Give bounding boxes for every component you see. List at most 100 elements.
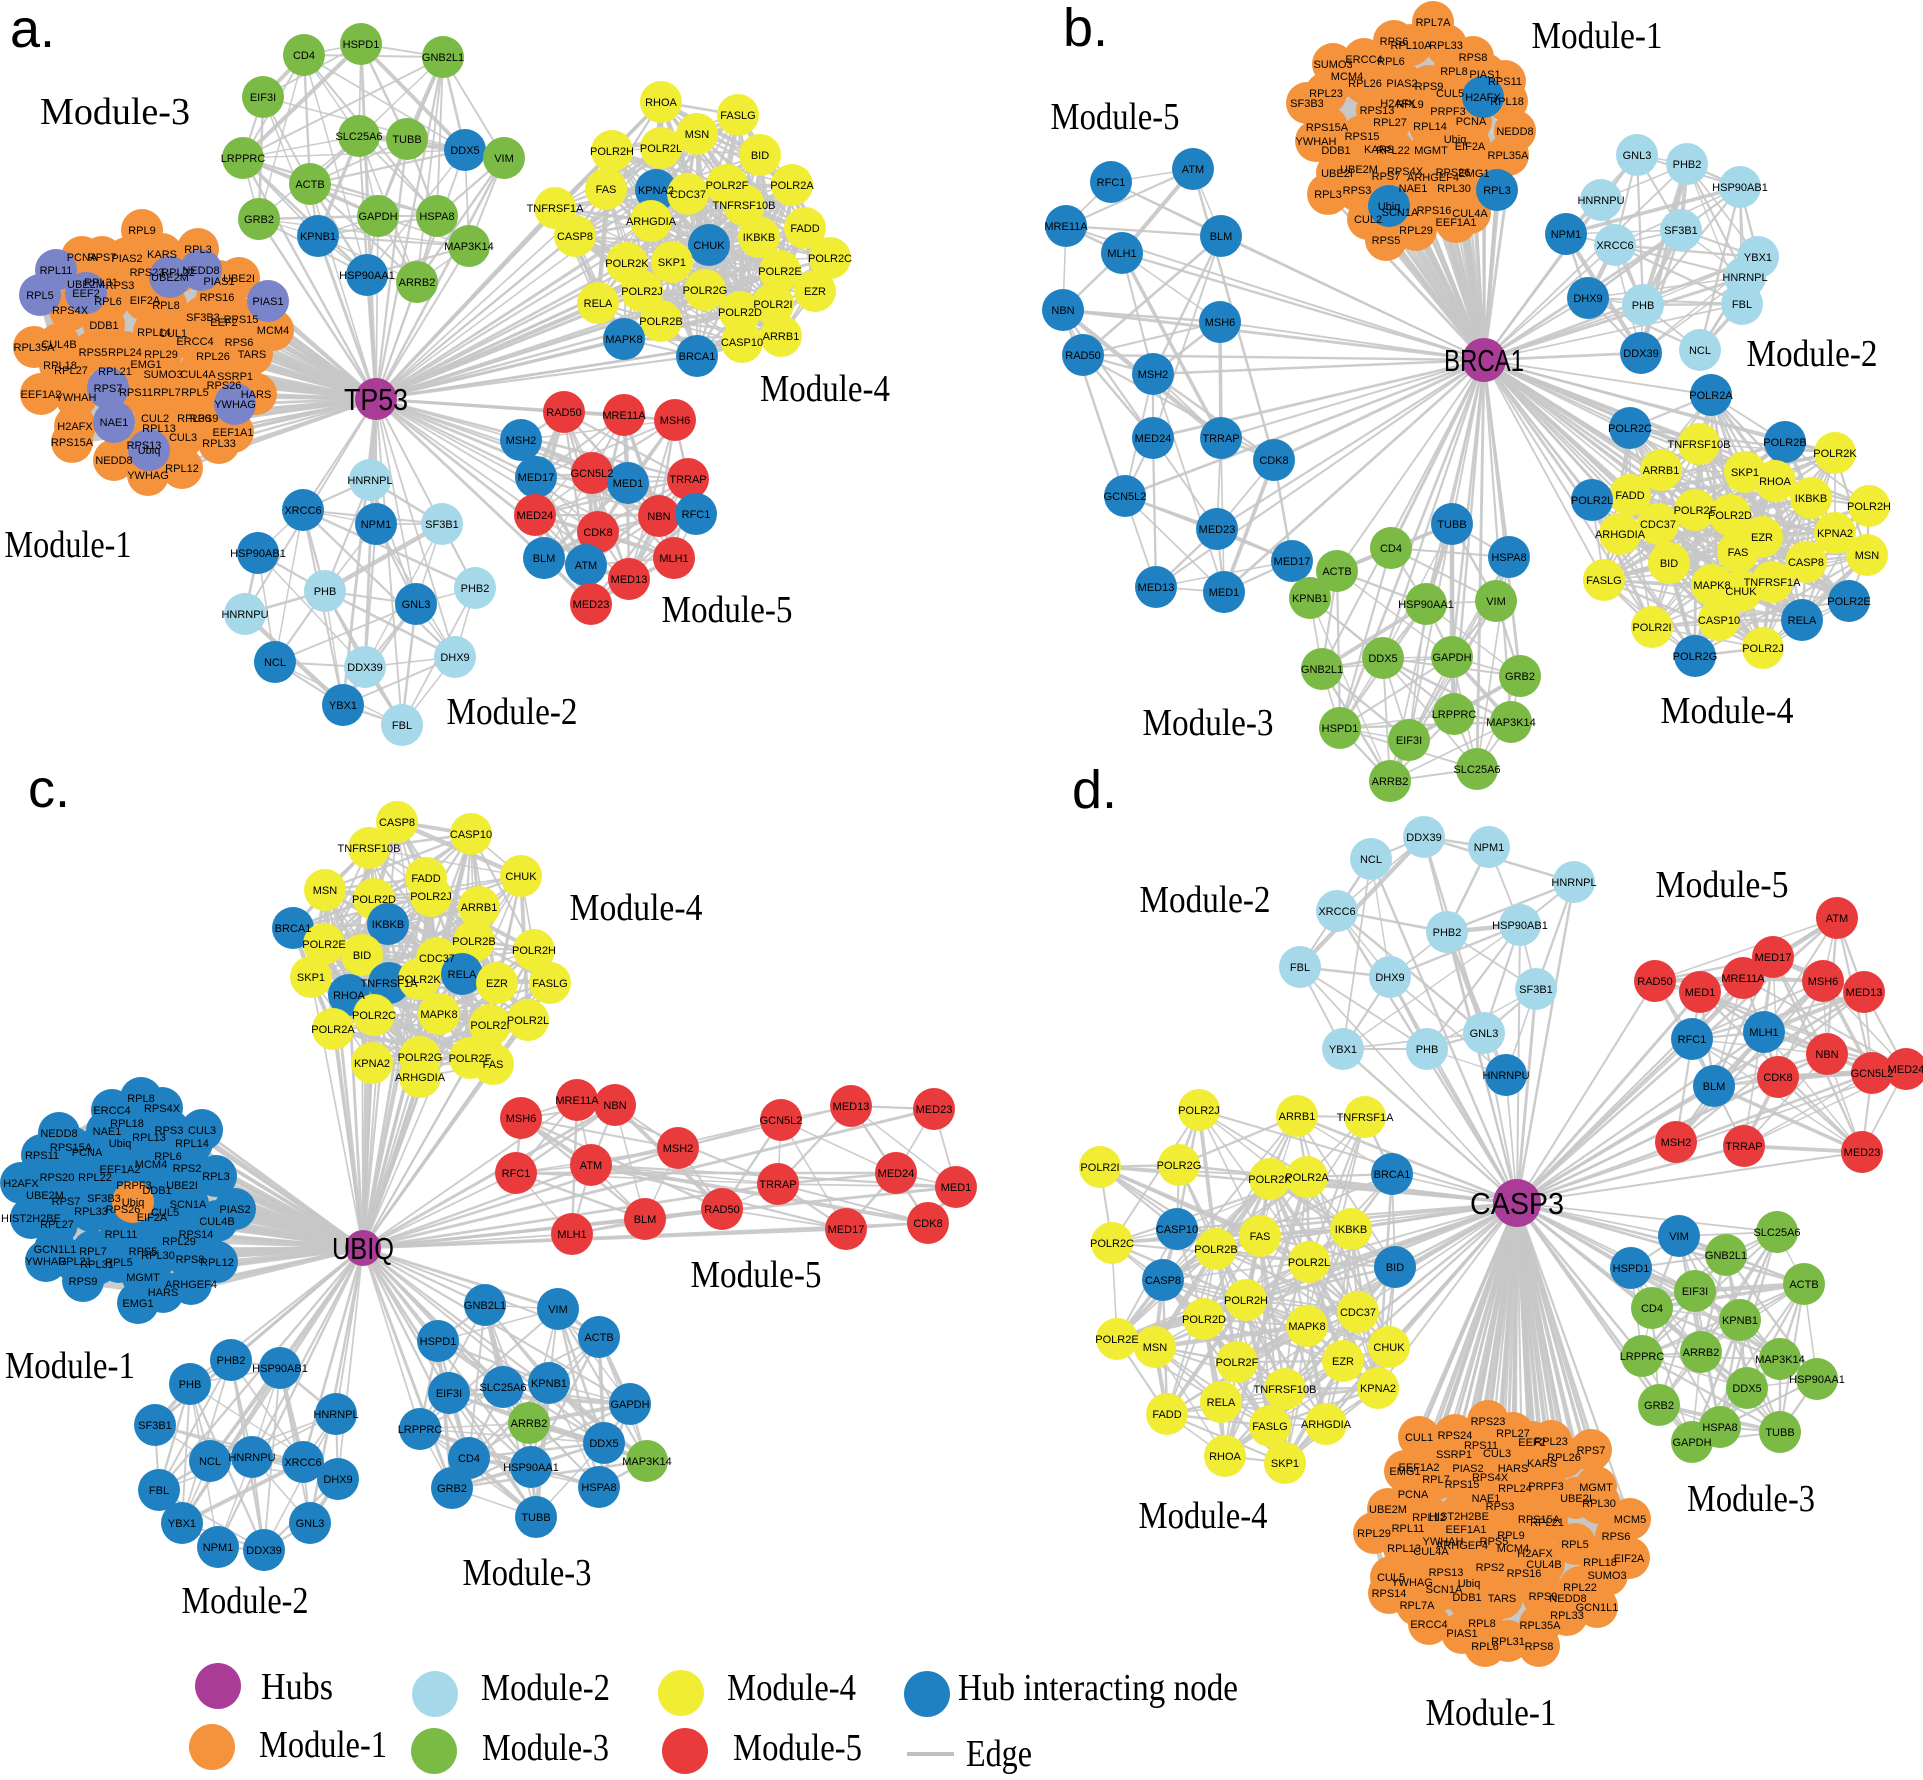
svg-text:RPL5: RPL5 <box>181 387 209 399</box>
svg-text:CASP10: CASP10 <box>1698 615 1740 627</box>
svg-text:PHB2: PHB2 <box>217 1355 246 1367</box>
svg-text:ARRB1: ARRB1 <box>461 902 498 914</box>
svg-text:PCNA: PCNA <box>1456 116 1487 128</box>
svg-text:MED24: MED24 <box>1888 1064 1923 1076</box>
svg-text:NPM1: NPM1 <box>203 1542 234 1554</box>
svg-text:SKP1: SKP1 <box>1271 1458 1299 1470</box>
svg-text:IKBKB: IKBKB <box>1335 1224 1367 1236</box>
svg-text:IKBKB: IKBKB <box>372 919 404 931</box>
svg-text:RHOA: RHOA <box>645 97 677 109</box>
svg-text:TNFRSF1A: TNFRSF1A <box>1744 577 1802 589</box>
svg-text:EZR: EZR <box>1751 532 1773 544</box>
svg-text:CD4: CD4 <box>458 1453 480 1465</box>
svg-text:RPS2: RPS2 <box>1476 1562 1505 1574</box>
svg-text:POLR2L: POLR2L <box>640 143 682 155</box>
svg-text:HARS: HARS <box>1498 1463 1529 1475</box>
svg-text:EZR: EZR <box>486 978 508 990</box>
svg-text:MED1: MED1 <box>1209 587 1240 599</box>
svg-text:RPL31: RPL31 <box>80 1259 114 1271</box>
svg-text:HSPA8: HSPA8 <box>1491 552 1526 564</box>
svg-text:MCM5: MCM5 <box>1614 1514 1646 1526</box>
svg-text:PHB2: PHB2 <box>1673 159 1702 171</box>
svg-text:ACTB: ACTB <box>1322 566 1351 578</box>
svg-text:MSN: MSN <box>1143 1342 1168 1354</box>
svg-text:RFC1: RFC1 <box>682 509 711 521</box>
svg-text:GRB2: GRB2 <box>244 214 274 226</box>
svg-text:IKBKB: IKBKB <box>743 232 775 244</box>
svg-text:FASLG: FASLG <box>1252 1421 1287 1433</box>
svg-text:MED24: MED24 <box>517 510 554 522</box>
svg-text:Module-2: Module-2 <box>447 691 578 733</box>
svg-text:EEF1A1: EEF1A1 <box>1446 1524 1487 1536</box>
svg-text:GRB2: GRB2 <box>1505 671 1535 683</box>
svg-text:BID: BID <box>1660 558 1678 570</box>
svg-text:RPL30: RPL30 <box>141 1250 175 1262</box>
svg-text:CDC37: CDC37 <box>1340 1307 1376 1319</box>
svg-text:POLR2E: POLR2E <box>1095 1334 1138 1346</box>
svg-text:HSP90AA1: HSP90AA1 <box>1789 1374 1845 1386</box>
svg-text:BRCA1: BRCA1 <box>679 351 716 363</box>
svg-text:Ubiq: Ubiq <box>138 445 161 457</box>
svg-text:UBE2M: UBE2M <box>26 1190 64 1202</box>
svg-text:SF3B1: SF3B1 <box>1519 984 1553 996</box>
svg-text:CUL5: CUL5 <box>1377 1572 1405 1584</box>
svg-text:DDX39: DDX39 <box>1406 832 1441 844</box>
svg-text:H2AFX: H2AFX <box>57 421 93 433</box>
svg-text:SF3B1: SF3B1 <box>138 1420 172 1432</box>
svg-text:MED1: MED1 <box>613 478 644 490</box>
svg-text:FASLG: FASLG <box>532 978 567 990</box>
svg-text:POLR2E: POLR2E <box>1827 596 1870 608</box>
svg-text:RPL13: RPL13 <box>132 1132 166 1144</box>
svg-text:POLR2F: POLR2F <box>706 180 749 192</box>
svg-text:NPM1: NPM1 <box>1551 229 1582 241</box>
svg-text:PHB: PHB <box>1632 300 1655 312</box>
svg-text:MSN: MSN <box>1855 550 1880 562</box>
svg-text:PIAS1: PIAS1 <box>1469 69 1500 81</box>
svg-text:YWHAH: YWHAH <box>56 392 97 404</box>
svg-text:VIM: VIM <box>494 153 514 165</box>
svg-text:MED23: MED23 <box>1199 524 1236 536</box>
svg-text:YBX1: YBX1 <box>1744 252 1772 264</box>
svg-text:BRCA1: BRCA1 <box>1374 1169 1411 1181</box>
svg-text:CUL3: CUL3 <box>1483 1448 1511 1460</box>
svg-text:MAP3K14: MAP3K14 <box>1755 1354 1805 1366</box>
svg-text:Module-5: Module-5 <box>1051 96 1180 138</box>
svg-text:CUL4A: CUL4A <box>180 369 216 381</box>
svg-text:POLR2I: POLR2I <box>1632 622 1671 634</box>
svg-text:CUL1: CUL1 <box>1405 1432 1433 1444</box>
svg-text:PCNA: PCNA <box>1398 1489 1429 1501</box>
svg-text:POLR2J: POLR2J <box>621 286 663 298</box>
svg-text:YWHAG: YWHAG <box>214 399 256 411</box>
svg-text:DHX9: DHX9 <box>440 652 469 664</box>
svg-text:BLM: BLM <box>1703 1081 1726 1093</box>
svg-text:HSPA8: HSPA8 <box>1702 1422 1737 1434</box>
svg-text:POLR2H: POLR2H <box>1224 1295 1268 1307</box>
svg-text:NBN: NBN <box>1051 305 1074 317</box>
svg-text:MED17: MED17 <box>1274 556 1311 568</box>
svg-text:KPNA2: KPNA2 <box>1360 1383 1396 1395</box>
svg-text:POLR2D: POLR2D <box>1708 510 1752 522</box>
svg-text:POLR2K: POLR2K <box>397 974 441 986</box>
svg-text:POLR2J: POLR2J <box>1178 1105 1220 1117</box>
svg-text:RPL33: RPL33 <box>74 1206 108 1218</box>
svg-text:ACTB: ACTB <box>1789 1279 1818 1291</box>
svg-text:POLR2J: POLR2J <box>1742 643 1784 655</box>
svg-text:RAD50: RAD50 <box>546 407 581 419</box>
svg-text:RPL7A: RPL7A <box>1400 1600 1436 1612</box>
svg-text:MED13: MED13 <box>1846 987 1883 999</box>
svg-text:RPL9: RPL9 <box>128 225 156 237</box>
svg-text:MRE11A: MRE11A <box>602 410 646 422</box>
svg-text:TNFRSF10B: TNFRSF10B <box>1254 1384 1317 1396</box>
svg-text:RPS5: RPS5 <box>79 347 108 359</box>
svg-text:MED13: MED13 <box>1138 582 1175 594</box>
svg-text:RPL14: RPL14 <box>137 327 171 339</box>
svg-text:RPL22: RPL22 <box>1563 1582 1597 1594</box>
svg-text:LRPPRC: LRPPRC <box>1620 1351 1665 1363</box>
svg-text:POLR2K: POLR2K <box>605 258 649 270</box>
svg-text:CDC37: CDC37 <box>419 953 455 965</box>
svg-text:RPL3: RPL3 <box>184 244 212 256</box>
svg-text:MED17: MED17 <box>828 1224 865 1236</box>
svg-text:MSH6: MSH6 <box>1808 976 1839 988</box>
svg-text:MRE11A: MRE11A <box>1721 973 1765 985</box>
svg-text:RPS15A: RPS15A <box>51 437 94 449</box>
